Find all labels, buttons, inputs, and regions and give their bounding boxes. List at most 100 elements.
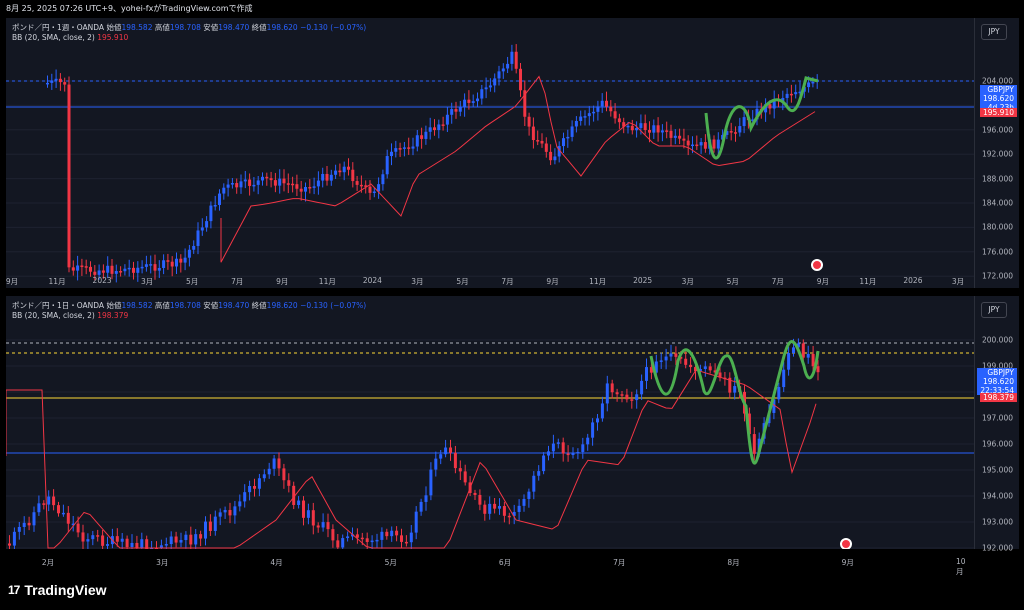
tradingview-logo[interactable]: 17 TradingView: [8, 582, 107, 598]
time-tick: 2月: [41, 558, 55, 567]
daily-indicator-legend[interactable]: BB (20, SMA, close, 2) 198.379: [12, 311, 129, 320]
weekly-indicator-legend[interactable]: BB (20, SMA, close, 2) 195.910: [12, 33, 129, 42]
candle-body: [282, 178, 286, 184]
candle-body: [235, 183, 239, 188]
candle-body: [334, 170, 338, 175]
time-tick: 7月: [231, 277, 244, 286]
candle-body: [46, 82, 49, 85]
candle-body: [785, 93, 789, 98]
candle-body: [380, 531, 384, 540]
candle-body: [272, 458, 276, 469]
candle-body: [591, 422, 595, 438]
candle-body: [66, 512, 70, 524]
currency-button[interactable]: JPY: [981, 24, 1007, 40]
candle-body: [114, 271, 118, 274]
candle-body: [17, 526, 21, 532]
candle-body: [473, 492, 477, 495]
candle-body: [61, 512, 65, 515]
candle-body: [257, 478, 261, 489]
pattern-drawing: [649, 340, 820, 465]
weekly-chart-pane[interactable]: ポンド／円・1週・OANDA 始値198.582 高値198.708 安値198…: [6, 18, 974, 288]
event-marker-icon[interactable]: [811, 259, 823, 271]
candle-body: [429, 469, 433, 496]
candle-body: [557, 146, 561, 157]
candle-body: [669, 130, 673, 138]
candle-body: [424, 131, 428, 139]
candle-body: [179, 258, 183, 263]
candle-body: [311, 510, 315, 526]
candle-body: [660, 130, 664, 133]
symbol-label[interactable]: ポンド／円・1日・OANDA: [12, 301, 105, 310]
candle-body: [596, 106, 600, 112]
daily-price-plot[interactable]: [6, 296, 974, 549]
candle-body: [204, 521, 207, 539]
candle-body: [527, 491, 531, 499]
event-marker-icon[interactable]: [840, 538, 852, 549]
candle-body: [615, 392, 619, 395]
candle-body: [127, 267, 131, 270]
weekly-price-plot[interactable]: [6, 18, 974, 288]
candle-body: [253, 485, 256, 489]
bb-value-tag: 195.910: [979, 108, 1017, 117]
candle-body: [424, 495, 428, 502]
time-tick: 7月: [771, 277, 784, 286]
weekly-price-scale[interactable]: JPY 204.000200.000196.000192.000188.0001…: [974, 18, 1019, 305]
candle-body: [407, 147, 411, 149]
candle-body: [600, 100, 604, 107]
candle-body: [648, 130, 651, 133]
candle-body: [157, 267, 161, 271]
candle-body: [297, 500, 301, 505]
candle-body: [213, 204, 217, 207]
candle-body: [394, 148, 398, 152]
candle-body: [792, 347, 795, 354]
brand-name: TradingView: [24, 582, 107, 598]
daily-price-tag: GBPJPY 198.620 22:33:54: [977, 368, 1017, 395]
candle-body: [329, 174, 333, 181]
daily-price-tick: 200.000: [981, 335, 1013, 345]
candle-body: [434, 458, 438, 470]
candle-body: [514, 51, 518, 69]
candle-body: [796, 343, 800, 348]
candle-body: [101, 270, 105, 273]
candle-body: [483, 504, 487, 514]
candle-body: [230, 183, 234, 185]
time-tick: 5月: [186, 277, 199, 286]
time-tick: 11月: [859, 277, 877, 286]
candle-body: [395, 530, 399, 536]
daily-chart-pane[interactable]: ポンド／円・1日・OANDA 始値198.582 高値198.708 安値198…: [6, 296, 974, 549]
time-tick: 5月: [384, 558, 397, 567]
candle-body: [721, 134, 725, 140]
candle-body: [278, 178, 282, 186]
candle-body: [643, 123, 647, 131]
symbol-label[interactable]: ポンド／円・1週・OANDA: [12, 23, 105, 32]
candle-body: [355, 181, 359, 185]
weekly-time-axis[interactable]: 9月 11月 2023 3月 5月 7月 9月 11月 2024 3月 5月 7月 9月 11月 2025 3…: [6, 276, 974, 288]
candle-body: [506, 63, 510, 69]
candle-body: [291, 183, 295, 186]
candle-body: [713, 370, 717, 373]
candle-body: [192, 245, 196, 250]
candle-body: [420, 135, 424, 139]
candle-body: [267, 468, 271, 475]
candle-body: [32, 512, 36, 526]
candle-body: [149, 264, 153, 266]
daily-price-scale[interactable]: JPY 200.000199.000198.000197.000196.0001…: [974, 296, 1019, 553]
daily-time-axis[interactable]: 2月 3月 4月 5月 6月 7月 8月 9月 10月: [6, 557, 974, 576]
candle-body: [218, 512, 222, 517]
candle-body: [764, 104, 768, 113]
candle-body: [80, 265, 84, 268]
candle-body: [299, 188, 303, 192]
weekly-legend: ポンド／円・1週・OANDA 始値198.582 高値198.708 安値198…: [12, 23, 367, 32]
candle-body: [450, 109, 454, 115]
candle-body: [341, 538, 345, 548]
candle-body: [91, 535, 95, 540]
candle-body: [189, 534, 193, 545]
candle-body: [8, 543, 11, 546]
candle-body: [93, 271, 97, 275]
currency-button[interactable]: JPY: [981, 302, 1007, 318]
candle-body: [772, 99, 776, 109]
candle-body: [233, 506, 237, 516]
candle-body: [351, 169, 355, 182]
candle-body: [170, 261, 174, 267]
